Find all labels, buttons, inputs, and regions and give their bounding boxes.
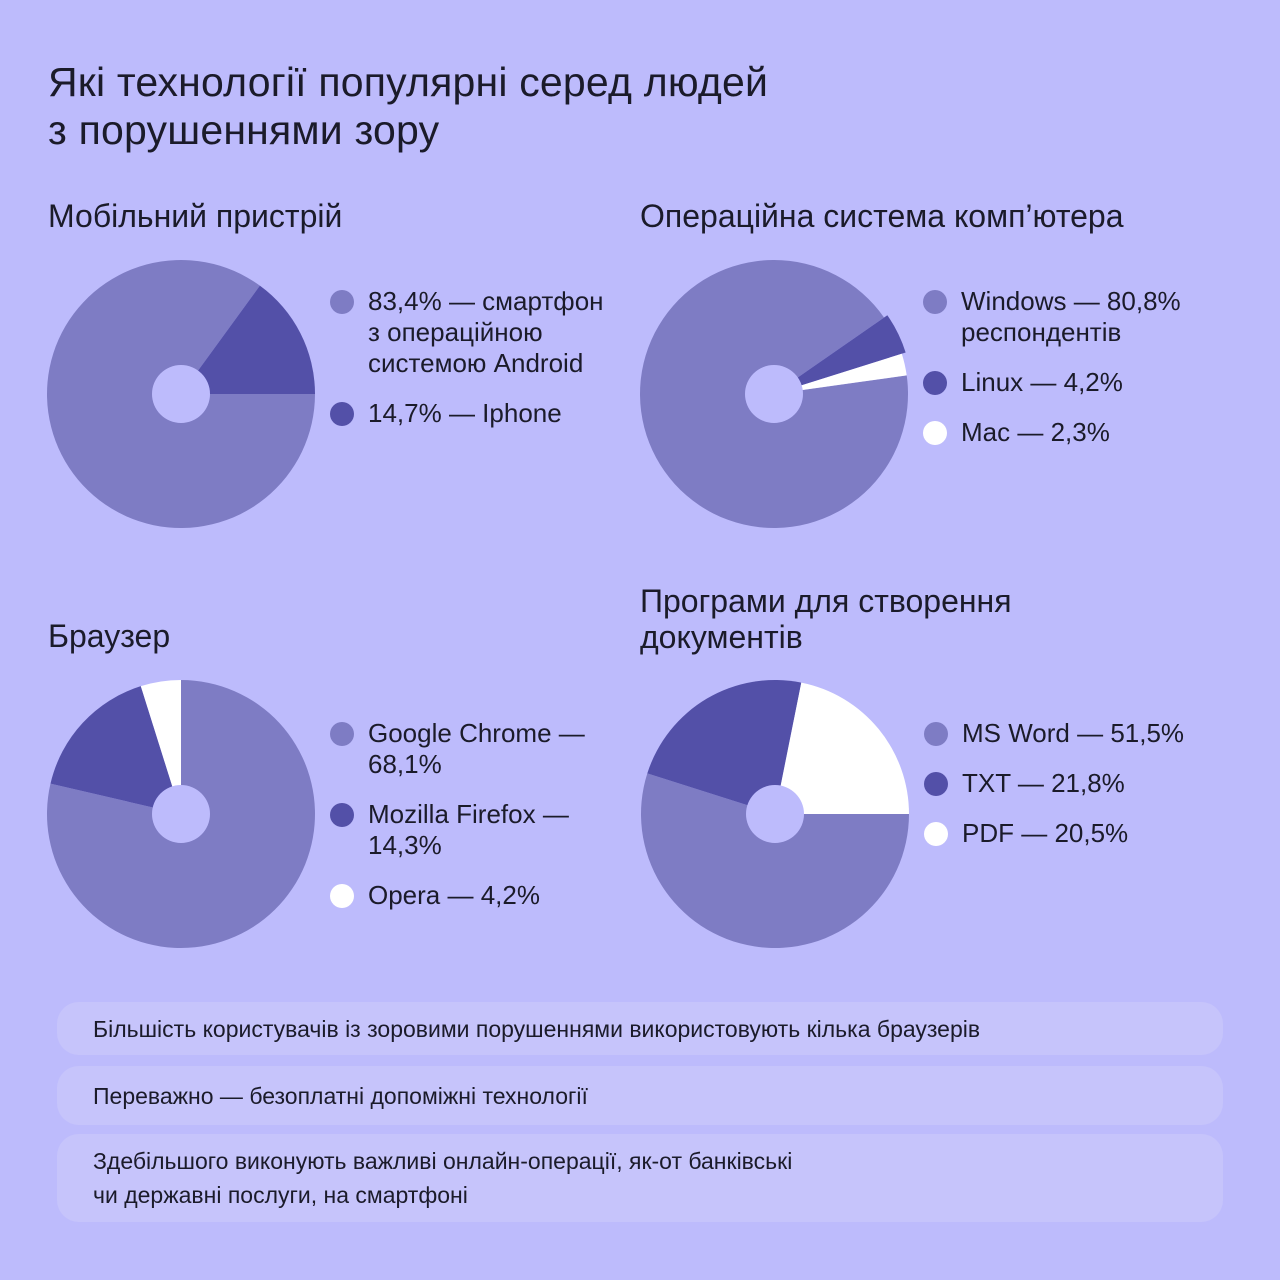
note-free-assistive-tech: Переважно — безоплатні допоміжні техноло… [57,1066,1223,1125]
pie-center-hole [746,785,804,843]
note-online-operations-line-2: чи державні послуги, на смартфоні [93,1182,468,1208]
legend-item: Mozilla Firefox —14,3% [330,799,585,861]
pie-slice-2-2 [774,315,906,394]
legend-label-line: 68,1% [368,749,442,779]
legend-computer-os: Windows — 80,8% респондентів Linux — 4,2% M… [923,286,1181,467]
chart-title-computer-os-text: Операційна система комп’ютера [640,198,1124,234]
pie-slice-3-2 [50,686,182,814]
pie-center-hole [152,365,210,423]
legend-item: 83,4% — смартфон з операційною системою An… [330,286,604,379]
chart-title-document-programs: Програми для створення документів [640,583,1012,655]
legend-browser: Google Chrome —68,1% Mozilla Firefox —14,… [330,718,585,930]
legend-swatch [923,290,947,314]
note-multiple-browsers-text: Більшість користувачів із зоровими поруш… [93,1015,981,1042]
pie-slice-1-2 [181,285,315,394]
legend-label-line: PDF — 20,5% [962,818,1129,848]
legend-item: Opera — 4,2% [330,880,585,911]
legend-swatch [923,371,947,395]
page-title-line-2: з порушеннями зору [48,107,440,153]
legend-mobile-device: 83,4% — смартфон з операційною системою An… [330,286,604,448]
pie-slice-2-3 [774,353,907,394]
legend-swatch [924,722,948,746]
legend-label-line: Linux — 4,2% [961,367,1123,397]
pie-chart-computer-os [640,260,909,529]
pie-slice-4-3 [775,682,909,814]
pie-slice-4-2 [647,680,802,814]
legend-label-line: Google Chrome — [368,718,585,748]
legend-label-line: MS Word — 51,5% [962,718,1185,748]
page-title-line-1: Які технології популярні серед людей [48,59,769,105]
legend-swatch [924,822,948,846]
pie-chart-browser [46,680,315,948]
legend-swatch [330,290,354,314]
note-free-assistive-tech-text: Переважно — безоплатні допоміжні техноло… [93,1082,588,1109]
chart-title-mobile-device: Мобільний пристрій [48,198,342,234]
legend-label-line: 14,7% — Iphone [368,398,562,428]
legend-swatch [330,722,354,746]
chart-title-computer-os: Операційна система комп’ютера [640,198,1124,234]
legend-label-line: 83,4% — смартфон [368,286,604,316]
legend-item: PDF — 20,5% [924,818,1184,849]
note-online-operations: Здебільшого виконують важливі онлайн-опе… [57,1134,1223,1222]
chart-title-mobile-device-text: Мобільний пристрій [48,198,343,234]
legend-label-line: Opera — 4,2% [368,880,540,910]
legend-document-programs: MS Word — 51,5% TXT — 21,8% PDF — 20,5% [924,718,1184,868]
chart-title-browser: Браузер [48,618,170,654]
pie-chart-mobile-device [46,260,315,529]
note-multiple-browsers: Більшість користувачів із зоровими поруш… [57,1002,1223,1055]
legend-swatch [330,402,354,426]
legend-label-line: 14,3% [368,830,442,860]
legend-item: Google Chrome —68,1% [330,718,585,780]
legend-item: Windows — 80,8% респондентів [923,286,1181,348]
legend-label-line: з операційною [368,317,543,347]
pie-slice-4-1 [641,773,909,948]
page-title: Які технології популярні серед людей з п… [48,58,768,154]
legend-item: Linux — 4,2% [923,367,1181,398]
chart-title-document-programs-line-2: документів [640,619,803,655]
chart-title-document-programs-line-1: Програми для створення [640,583,1012,619]
legend-label-line: Windows — 80,8% [961,286,1181,316]
legend-swatch [330,803,354,827]
legend-item: Mac — 2,3% [923,417,1181,448]
pie-center-hole [152,785,210,843]
pie-slice-3-3 [140,680,181,814]
pie-center-hole [745,365,803,423]
legend-item: MS Word — 51,5% [924,718,1184,749]
pie-chart-document-programs [641,680,909,948]
chart-title-browser-text: Браузер [48,618,171,654]
legend-swatch [330,884,354,908]
legend-swatch [924,772,948,796]
legend-label-line: Mac — 2,3% [961,417,1110,447]
legend-label-line: Mozilla Firefox — [368,799,569,829]
legend-label-line: респондентів [961,317,1122,347]
legend-swatch [923,421,947,445]
legend-item: 14,7% — Iphone [330,398,604,429]
note-online-operations-line-1: Здебільшого виконують важливі онлайн-опе… [93,1148,793,1174]
legend-item: TXT — 21,8% [924,768,1184,799]
legend-label-line: системою Android [368,348,584,378]
legend-label-line: TXT — 21,8% [962,768,1125,798]
